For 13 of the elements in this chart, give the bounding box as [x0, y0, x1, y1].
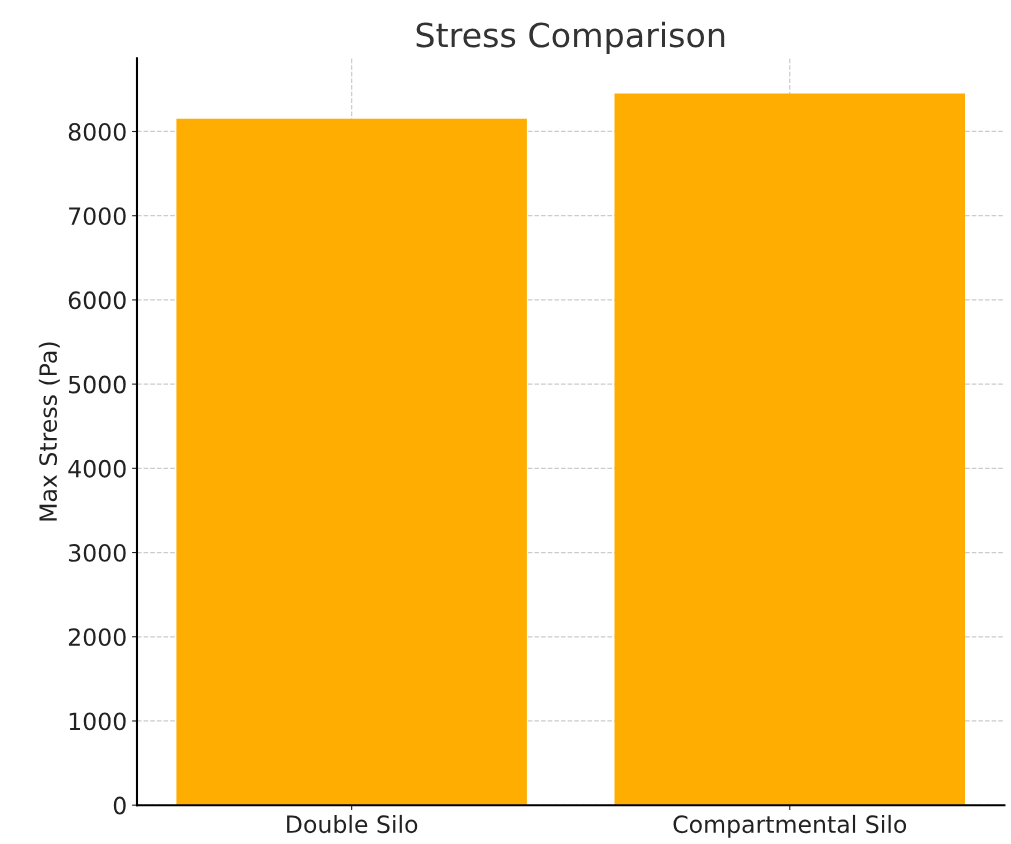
y-tick-label: 8000: [68, 122, 126, 141]
y-tick-label: 3000: [68, 543, 126, 562]
y-tick-label: 4000: [68, 459, 126, 478]
y-tick-label: 2000: [68, 628, 126, 647]
x-tick-label: Double Silo: [287, 814, 418, 834]
y-axis-title: Max Stress (Pa): [38, 342, 60, 521]
chart-title: Stress Comparison: [416, 21, 725, 55]
y-tick-label: 1000: [69, 712, 126, 731]
y-tick-label: 0: [113, 796, 126, 815]
y-tick-label: 6000: [68, 291, 126, 310]
y-tick-label: 7000: [69, 207, 126, 226]
y-tick-label: 5000: [69, 375, 126, 394]
x-tick-label: Compartmental Silo: [673, 814, 907, 838]
